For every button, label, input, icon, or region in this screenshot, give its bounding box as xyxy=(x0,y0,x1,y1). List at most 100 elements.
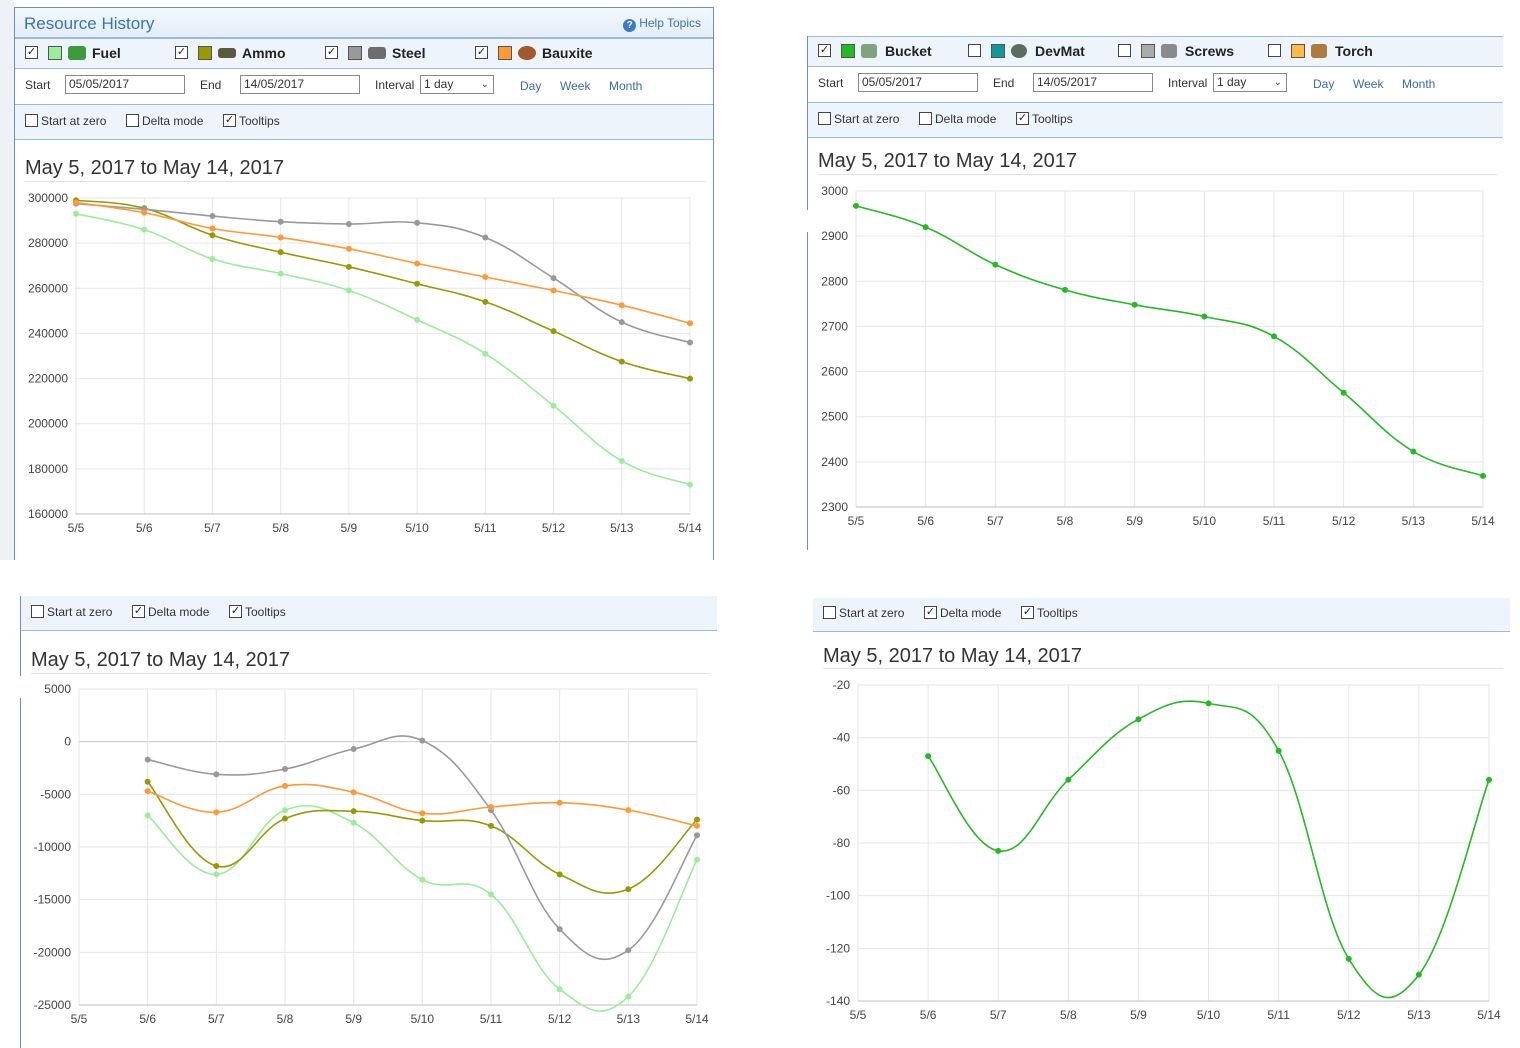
data-point-bucket[interactable] xyxy=(995,847,1002,854)
ammo-checkbox[interactable]: ✓ xyxy=(175,46,188,59)
bauxite-checkbox[interactable]: ✓ xyxy=(475,46,488,59)
bucket-color-swatch[interactable] xyxy=(841,44,855,58)
torch-checkbox[interactable] xyxy=(1268,44,1281,57)
data-point-fuel[interactable] xyxy=(488,891,494,898)
week-link[interactable]: Week xyxy=(1353,77,1384,91)
month-link[interactable]: Month xyxy=(609,79,643,93)
screws-checkbox[interactable] xyxy=(1118,44,1131,57)
devmat-checkbox[interactable] xyxy=(968,44,981,57)
data-point-bucket[interactable] xyxy=(1131,301,1138,308)
data-point-ammo[interactable] xyxy=(556,871,563,878)
fuel-color-swatch[interactable] xyxy=(48,46,62,60)
data-point-ammo[interactable] xyxy=(419,817,426,824)
x-tick-label: 5/6 xyxy=(920,1008,937,1022)
screws-label: Screws xyxy=(1185,43,1235,59)
data-point-ammo[interactable] xyxy=(694,816,700,823)
data-point-bucket[interactable] xyxy=(1415,971,1422,978)
data-point-steel[interactable] xyxy=(144,756,151,763)
data-point-bucket[interactable] xyxy=(1062,286,1068,293)
data-point-bucket[interactable] xyxy=(922,224,929,231)
data-point-bucket[interactable] xyxy=(1410,448,1417,455)
tooltips-checkbox[interactable]: ✓ xyxy=(1021,606,1034,619)
data-point-fuel[interactable] xyxy=(213,871,220,878)
devmat-color-swatch[interactable] xyxy=(991,44,1005,58)
tooltips-checkbox[interactable]: ✓ xyxy=(223,114,236,127)
data-point-bucket[interactable] xyxy=(1065,776,1072,783)
delta-mode-checkbox[interactable] xyxy=(126,114,139,127)
ammo-color-swatch[interactable] xyxy=(198,46,212,60)
help-topics-link[interactable]: ? Help Topics xyxy=(623,16,701,32)
steel-color-swatch[interactable] xyxy=(348,46,362,60)
data-point-bucket[interactable] xyxy=(1205,700,1212,707)
torch-color-swatch[interactable] xyxy=(1291,44,1305,58)
data-point-fuel[interactable] xyxy=(350,819,357,826)
data-point-steel[interactable] xyxy=(213,771,220,778)
data-point-steel[interactable] xyxy=(694,832,700,839)
tooltips-checkbox[interactable]: ✓ xyxy=(229,605,242,618)
data-point-steel[interactable] xyxy=(282,766,288,773)
data-point-fuel[interactable] xyxy=(144,812,151,819)
day-link[interactable]: Day xyxy=(520,79,542,93)
data-point-bucket[interactable] xyxy=(1271,333,1277,340)
delta-mode-checkbox[interactable] xyxy=(919,112,932,125)
start-at-zero-checkbox[interactable] xyxy=(823,606,836,619)
data-point-bucket[interactable] xyxy=(1345,955,1352,962)
data-point-bucket[interactable] xyxy=(1201,313,1208,320)
data-point-fuel[interactable] xyxy=(556,986,563,993)
data-point-ammo[interactable] xyxy=(625,886,632,893)
data-point-bauxite[interactable] xyxy=(694,822,700,829)
tooltips-checkbox[interactable]: ✓ xyxy=(1016,112,1029,125)
steel-checkbox[interactable]: ✓ xyxy=(325,46,338,59)
window-left-strip xyxy=(0,0,14,560)
week-link[interactable]: Week xyxy=(560,79,591,93)
start-at-zero-checkbox[interactable] xyxy=(818,112,831,125)
data-point-steel[interactable] xyxy=(625,947,632,954)
data-point-bauxite[interactable] xyxy=(556,799,563,806)
data-point-bucket[interactable] xyxy=(1340,389,1347,396)
end-date-input[interactable]: 14/05/2017 xyxy=(1033,73,1153,92)
data-point-steel[interactable] xyxy=(488,807,494,814)
data-point-steel[interactable] xyxy=(350,746,357,753)
data-point-fuel[interactable] xyxy=(625,993,632,1000)
month-link[interactable]: Month xyxy=(1402,77,1436,91)
interval-select[interactable]: 1 day ⌄ xyxy=(1213,73,1287,92)
start-at-zero-checkbox[interactable] xyxy=(31,605,44,618)
delta-mode-checkbox[interactable]: ✓ xyxy=(132,605,145,618)
bauxite-color-swatch[interactable] xyxy=(498,46,512,60)
data-point-bauxite[interactable] xyxy=(625,807,632,814)
data-point-bauxite[interactable] xyxy=(144,788,151,795)
bucket-checkbox[interactable]: ✓ xyxy=(818,44,831,57)
data-point-bucket[interactable] xyxy=(1480,472,1486,479)
data-point-bucket[interactable] xyxy=(925,753,932,760)
data-point-bauxite[interactable] xyxy=(419,810,426,817)
start-at-zero-checkbox[interactable] xyxy=(25,114,38,127)
day-link[interactable]: Day xyxy=(1313,77,1335,91)
interval-value: 1 day xyxy=(1217,75,1247,89)
data-point-steel[interactable] xyxy=(556,926,563,933)
data-point-ammo[interactable] xyxy=(488,822,494,829)
data-point-ammo[interactable] xyxy=(213,862,220,869)
data-point-bucket[interactable] xyxy=(1135,716,1142,723)
interval-select[interactable]: 1 day ⌄ xyxy=(420,75,494,94)
data-point-ammo[interactable] xyxy=(282,815,288,822)
data-point-bucket[interactable] xyxy=(1275,747,1282,754)
data-point-ammo[interactable] xyxy=(144,778,151,785)
data-point-fuel[interactable] xyxy=(282,807,288,814)
data-point-ammo[interactable] xyxy=(350,808,357,815)
data-point-bauxite[interactable] xyxy=(488,803,494,810)
data-point-bauxite[interactable] xyxy=(350,789,357,796)
screws-color-swatch[interactable] xyxy=(1141,44,1155,58)
fuel-checkbox[interactable]: ✓ xyxy=(25,46,38,59)
start-date-input[interactable]: 05/05/2017 xyxy=(858,73,978,92)
data-point-bucket[interactable] xyxy=(992,261,999,268)
delta-mode-checkbox[interactable]: ✓ xyxy=(924,606,937,619)
data-point-bucket[interactable] xyxy=(853,202,859,209)
start-date-input[interactable]: 05/05/2017 xyxy=(65,75,185,94)
data-point-fuel[interactable] xyxy=(694,856,700,863)
data-point-bauxite[interactable] xyxy=(213,809,220,816)
end-date-input[interactable]: 14/05/2017 xyxy=(240,75,360,94)
data-point-steel[interactable] xyxy=(419,737,426,744)
data-point-bucket[interactable] xyxy=(1486,776,1492,783)
data-point-bauxite[interactable] xyxy=(282,782,288,789)
data-point-fuel[interactable] xyxy=(419,876,426,883)
